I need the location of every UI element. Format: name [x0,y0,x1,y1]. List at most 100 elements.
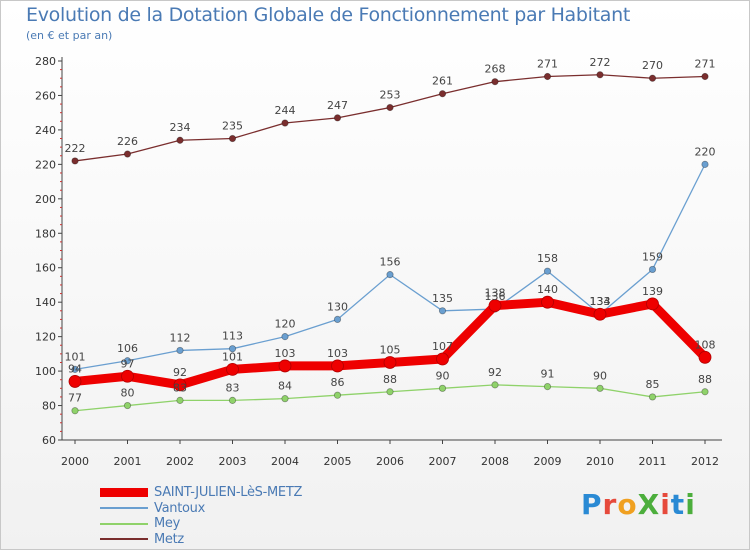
data-label-vantoux: 101 [65,350,86,363]
x-tick-label: 2004 [271,455,299,468]
data-label-saint-julien: 108 [695,338,716,351]
data-point-mey [176,396,184,404]
proxiti-logo: ProXiti [581,488,696,521]
data-label-mey: 90 [436,369,450,382]
data-point-mey [71,407,79,415]
y-tick-label: 160 [35,262,56,275]
legend-item-vantoux: Vantoux [100,501,302,517]
data-label-metz: 253 [380,89,401,102]
data-point-saint-julien [121,369,134,383]
data-point-metz [71,157,79,165]
data-point-mey [438,384,447,392]
data-point-vantoux [176,346,184,355]
legend-swatch-vantoux [100,507,148,510]
data-point-vantoux [333,315,342,324]
data-point-vantoux [228,345,237,353]
legend-label-saint-julien: SAINT-JULIEN-LèS-METZ [154,485,303,501]
data-point-vantoux [71,365,79,373]
logo-letter: P [581,488,603,521]
data-label-mey: 83 [173,381,187,394]
chart-title: Evolution de la Dotation Globale de Fonc… [26,4,631,26]
data-point-vantoux [281,333,289,341]
data-point-mey [333,391,342,399]
x-tick-label: 2001 [114,455,142,468]
legend-item-metz: Metz [100,532,302,548]
data-point-metz [386,103,394,112]
data-point-mey [228,396,237,404]
data-point-vantoux [386,271,394,279]
legend-item-saint-julien: SAINT-JULIEN-LèS-METZ [100,485,302,501]
data-label-vantoux: 136 [485,290,506,303]
legend-swatch-metz [100,538,148,541]
data-point-vantoux [648,265,657,274]
legend-label-metz: Metz [154,531,184,547]
data-label-mey: 77 [68,392,82,405]
data-point-saint-julien [436,352,449,366]
logo-letter: r [602,488,618,521]
data-label-vantoux: 120 [275,318,296,331]
x-tick-label: 2009 [534,455,562,468]
data-point-mey [491,381,499,389]
data-label-vantoux: 113 [222,330,243,343]
x-tick-label: 2007 [429,455,457,468]
y-tick-label: 280 [35,55,56,68]
x-tick-label: 2005 [324,455,352,468]
x-tick-label: 2010 [586,455,614,468]
x-tick-label: 2006 [376,455,404,468]
y-tick-label: 140 [35,296,56,309]
x-tick-label: 2011 [639,455,667,468]
data-point-mey [596,384,604,392]
data-label-saint-julien: 107 [432,340,453,353]
y-tick-label: 100 [35,365,56,378]
data-label-vantoux: 158 [537,252,558,265]
x-tick-label: 2000 [61,455,89,468]
data-label-saint-julien: 97 [121,357,135,370]
data-label-mey: 88 [698,373,712,386]
data-point-metz [648,74,657,82]
data-label-saint-julien: 103 [327,347,348,360]
logo-letter: i [660,488,671,521]
data-label-metz: 271 [537,58,558,71]
logo-letter: o [617,488,638,521]
data-label-metz: 261 [432,75,453,88]
data-label-metz: 247 [327,99,348,112]
data-label-metz: 244 [275,104,296,117]
legend-item-mey: Mey [100,516,302,532]
data-point-saint-julien [593,307,607,321]
data-label-saint-julien: 134 [590,295,611,308]
data-point-metz [438,90,447,98]
data-label-vantoux: 156 [380,256,401,269]
data-label-mey: 85 [646,378,660,391]
data-point-vantoux [438,307,447,315]
y-tick-label: 260 [35,89,56,102]
data-point-saint-julien [331,359,344,373]
legend: SAINT-JULIEN-LèS-METZ Vantoux Mey Metz [100,485,302,547]
x-tick-label: 2003 [219,455,247,468]
data-label-saint-julien: 138 [485,287,506,300]
data-label-vantoux: 220 [695,145,716,158]
y-tick-label: 60 [42,434,56,447]
data-point-metz [123,150,132,158]
data-label-mey: 84 [278,380,292,393]
data-label-saint-julien: 139 [642,285,663,298]
logo-letter: X [637,488,661,521]
data-point-mey [648,393,657,401]
data-label-metz: 235 [222,120,243,133]
data-label-vantoux: 112 [170,331,191,344]
data-label-saint-julien: 140 [537,283,558,296]
data-point-metz [333,114,342,122]
data-label-saint-julien: 94 [68,362,82,375]
data-point-vantoux [123,357,132,365]
data-label-mey: 92 [488,366,502,379]
data-point-saint-julien [173,378,187,392]
y-tick-label: 240 [35,124,56,137]
data-label-vantoux: 133 [590,295,611,308]
data-point-metz [596,71,604,79]
data-point-metz [281,119,289,127]
data-label-metz: 234 [170,121,191,134]
data-label-mey: 83 [226,381,240,394]
data-label-saint-julien: 103 [275,347,296,360]
chart-subtitle: (en € et par an) [26,29,113,42]
